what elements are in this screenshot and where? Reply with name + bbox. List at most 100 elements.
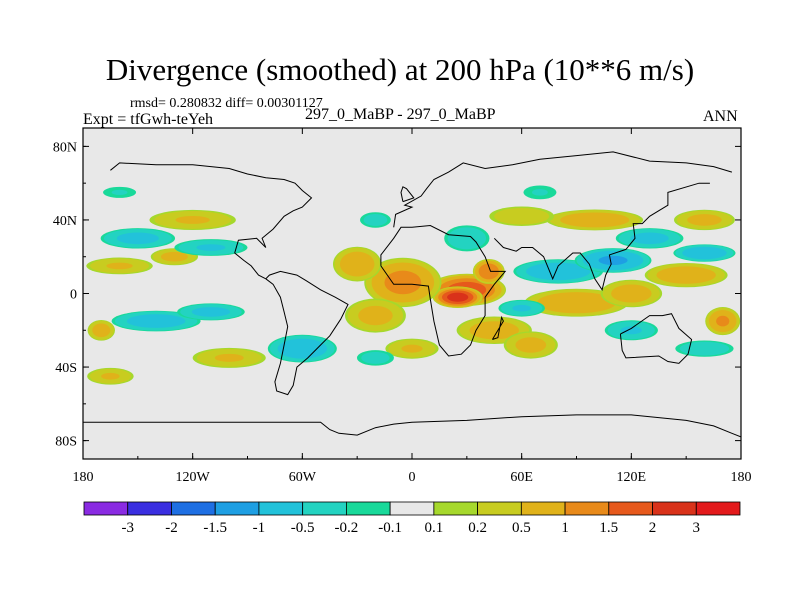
field-contour	[175, 215, 210, 224]
x-tick-label: 60E	[510, 470, 533, 485]
field-contour	[214, 353, 244, 362]
coastline	[83, 414, 741, 438]
field-contour	[656, 266, 716, 284]
field-contour	[106, 262, 133, 270]
colorbar-label: -0.1	[378, 520, 402, 536]
field-contour	[384, 270, 422, 295]
field-contour	[687, 214, 722, 226]
colorbar-swatch	[345, 501, 391, 516]
colorbar-swatch	[652, 501, 697, 516]
colorbar-label: 1	[561, 520, 569, 536]
colorbar-swatch	[258, 501, 304, 516]
field-feature	[177, 303, 245, 321]
field-feature	[503, 331, 558, 359]
field-feature	[192, 347, 266, 368]
field-contour	[630, 232, 669, 245]
field-feature	[604, 320, 658, 341]
y-tick-label: 40N	[53, 214, 77, 229]
field-feature	[674, 209, 735, 231]
field-contour	[598, 255, 628, 266]
x-tick-label: 120W	[176, 470, 211, 485]
field-feature	[385, 338, 439, 359]
field-contour	[339, 251, 375, 277]
colorbar-label: -1.5	[203, 520, 227, 536]
x-tick-label: 120E	[617, 470, 647, 485]
field-feature	[360, 212, 391, 228]
colorbar-swatch	[477, 501, 522, 516]
y-tick-label: 80N	[53, 140, 77, 155]
field-contour	[196, 244, 226, 251]
coastline	[234, 237, 267, 280]
field-contour	[532, 189, 548, 196]
field-contour	[611, 284, 652, 303]
season-label: ANN	[703, 108, 738, 125]
field-contour	[620, 326, 642, 335]
field-contour	[401, 344, 423, 353]
field-contour	[515, 337, 547, 353]
coastline	[493, 182, 710, 292]
x-tick-label: 60W	[289, 470, 317, 485]
field-feature	[267, 334, 337, 363]
field-feature	[100, 228, 176, 249]
field-feature	[174, 239, 248, 256]
colorbar-swatch	[389, 501, 435, 516]
field-feature	[498, 299, 545, 317]
field-feature	[333, 246, 382, 282]
field-feature	[546, 209, 644, 231]
field-feature	[673, 244, 736, 262]
field-contour	[363, 213, 388, 226]
colorbar-swatch	[695, 501, 741, 516]
field-feature	[103, 186, 137, 198]
x-tick-label: 180	[73, 470, 94, 485]
field-contour	[277, 338, 328, 359]
coastline	[619, 313, 693, 364]
colorbar-swatch	[433, 501, 479, 516]
field-feature	[444, 225, 490, 252]
coastline	[393, 151, 733, 228]
experiment-label: Expt = tfGwh-teYeh	[83, 111, 214, 128]
field-feature	[432, 286, 483, 308]
field-contour	[560, 212, 630, 228]
colorbar-label: -0.5	[291, 520, 315, 536]
coastlines	[83, 151, 741, 438]
chart-title: Divergence (smoothed) at 200 hPa (10**6 …	[105, 52, 695, 87]
field-contour	[716, 315, 730, 327]
field-feature	[675, 340, 734, 357]
colorbar-label: 3	[693, 520, 701, 536]
colorbar-label: -2	[165, 520, 178, 536]
field-feature	[600, 279, 663, 308]
field-feature	[523, 185, 557, 200]
field-feature	[705, 307, 741, 336]
colorbar-swatch	[171, 501, 216, 516]
colorbar-label: -1	[253, 520, 266, 536]
field-contour	[92, 323, 111, 338]
field-contour	[191, 307, 231, 317]
field-feature	[87, 367, 134, 385]
colorbar-label: 2	[649, 520, 657, 536]
field-contour	[361, 351, 390, 364]
colorbar-label: 0.5	[512, 520, 531, 536]
field-contour	[526, 262, 591, 281]
y-tick-label: 40S	[55, 361, 77, 376]
coastline	[491, 315, 504, 340]
colorbar-swatch	[520, 501, 566, 516]
field-contour	[469, 321, 520, 340]
x-tick-label: 180	[731, 470, 752, 485]
colorbar-swatch	[302, 501, 347, 516]
field-feature	[345, 298, 406, 333]
colorbar: -3 -2 -1.5 -1 -0.5 -0.2 -0.1 0.1 0.2 0.5 1 1.5 2 3	[83, 501, 741, 536]
colorbar-label: 0.1	[424, 520, 443, 536]
colorbar-swatch	[564, 501, 610, 516]
coastline	[400, 186, 415, 203]
coastline	[110, 162, 313, 248]
colorbar-swatch	[127, 501, 172, 516]
field-contour	[447, 292, 469, 302]
field-feature	[574, 248, 652, 273]
y-tick-label: 80S	[55, 435, 77, 450]
field-contour	[679, 341, 730, 356]
colorbar-swatch	[214, 501, 260, 516]
field-contour	[682, 246, 727, 260]
field-contour	[478, 263, 499, 280]
coastline	[265, 270, 349, 396]
field-contour	[447, 227, 487, 250]
